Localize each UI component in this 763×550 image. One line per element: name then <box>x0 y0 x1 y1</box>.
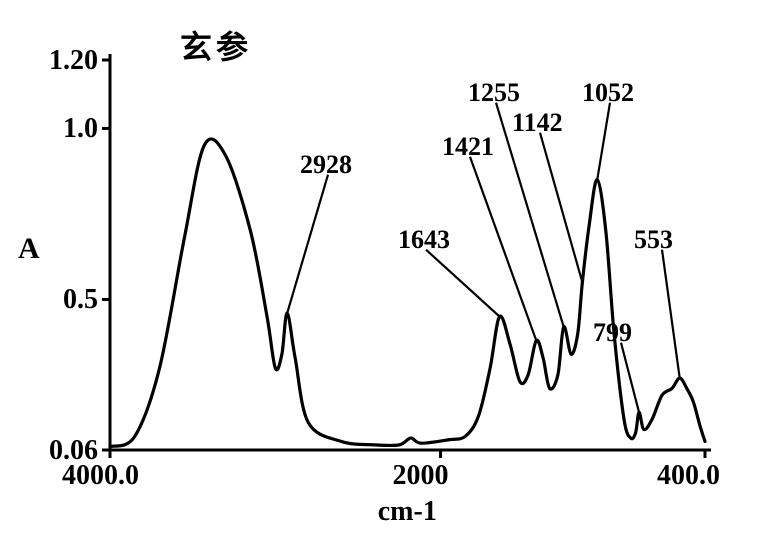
chart-title: 玄参 <box>180 22 252 68</box>
peak-label: 553 <box>634 225 673 255</box>
peak-label: 1052 <box>582 78 634 108</box>
peak-label: 1643 <box>398 225 450 255</box>
peak-label: 2928 <box>300 150 352 180</box>
peak-label: 1255 <box>468 78 520 108</box>
y-tick-label: 1.20 <box>49 45 98 77</box>
y-axis-label: A <box>18 232 40 266</box>
x-axis-label: cm-1 <box>378 496 437 528</box>
x-tick-label: 400.0 <box>657 460 720 492</box>
ir-spectrum-chart: 1.201.00.50.064000.02000400.0Acm-1玄参2928… <box>0 0 763 550</box>
peak-label: 1421 <box>442 132 494 162</box>
peak-label: 1142 <box>512 108 563 138</box>
x-tick-label: 4000.0 <box>62 460 139 492</box>
y-tick-label: 1.0 <box>63 113 98 145</box>
x-tick-label: 2000 <box>393 460 449 492</box>
peak-label: 799 <box>593 318 632 348</box>
spectrum-curve <box>110 139 705 447</box>
y-tick-label: 0.5 <box>63 284 98 316</box>
